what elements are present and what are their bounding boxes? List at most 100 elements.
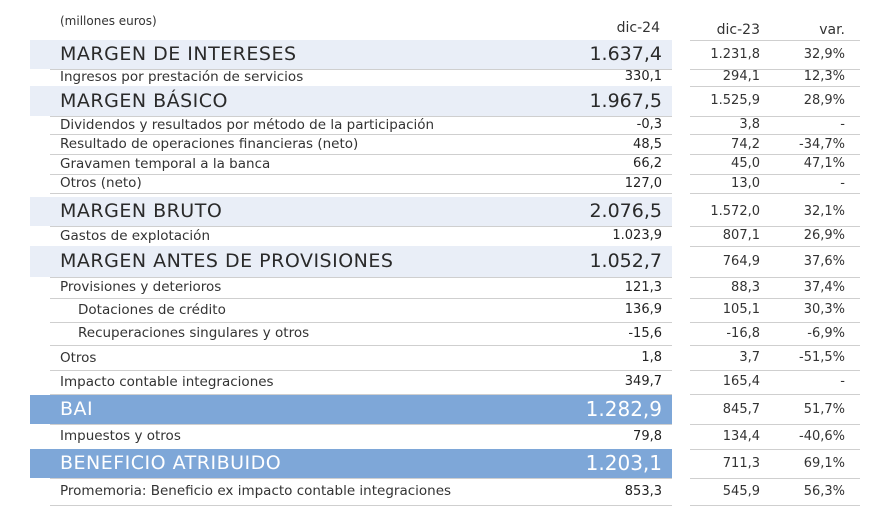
row-divider [50,478,672,479]
value-var: 28,9% [803,93,845,108]
value-dic24: 349,7 [624,374,662,389]
table-row: BENEFICIO ATRIBUIDO 1.203,1 711,3 69,1% [0,449,883,478]
value-dic23: 105,1 [722,302,760,317]
row-label: MARGEN DE INTERESES [60,43,297,65]
row-divider [690,134,860,135]
row-divider [690,370,860,371]
row-divider [690,322,860,323]
value-dic23: 711,3 [722,456,760,471]
row-divider [690,424,860,425]
value-var: -40,6% [799,429,845,444]
value-dic23: 3,8 [739,117,760,132]
row-divider [50,370,672,371]
row-label: Dotaciones de crédito [78,302,226,318]
row-divider [50,226,672,227]
table-row: Gastos de explotación 1.023,9 807,1 26,9% [0,226,883,246]
row-label: BENEFICIO ATRIBUIDO [60,452,282,474]
row-label: Resultado de operaciones financieras (ne… [60,136,359,152]
row-divider [50,424,672,425]
value-var: 30,3% [803,302,845,317]
row-divider [50,134,672,135]
row-divider [50,174,672,175]
row-divider [50,116,672,117]
row-divider [50,193,672,194]
value-dic23: 74,2 [731,137,760,152]
row-label: MARGEN ANTES DE PROVISIONES [60,250,394,272]
table-row: Gravamen temporal a la banca 66,2 45,0 47,1… [0,154,883,174]
table-row: Impacto contable integraciones 349,7 165,4… [0,370,883,394]
table-header: (millones euros) dic-24 dic-23 var. [0,0,883,40]
row-label: MARGEN BRUTO [60,200,223,222]
value-dic24: 1.023,9 [612,228,662,243]
row-highlight-band [30,449,672,478]
header-divider [690,40,860,41]
value-var: 12,3% [803,69,845,84]
value-var: - [840,176,845,191]
table-row: Provisiones y deterioros 121,3 88,3 37,4% [0,277,883,298]
table-row: Promemoria: Beneficio ex impacto contabl… [0,478,883,505]
value-dic24: 1,8 [641,350,662,365]
row-label: Recuperaciones singulares y otros [78,325,310,341]
value-dic23: 845,7 [722,402,760,417]
units-label: (millones euros) [60,14,157,28]
value-dic24: 2.076,5 [589,200,662,222]
value-var: -51,5% [799,350,845,365]
row-highlight-band [30,395,672,424]
table-row: Otros 1,8 3,7 -51,5% [0,346,883,370]
row-highlight-band [30,246,672,277]
value-dic24: 121,3 [624,280,662,295]
value-dic24: 136,9 [624,302,662,317]
value-var: 37,6% [803,254,845,269]
value-dic23: 134,4 [722,429,760,444]
value-dic23: 1.231,8 [710,47,760,62]
value-dic23: 13,0 [731,176,760,191]
value-dic23: 3,7 [739,350,760,365]
row-highlight-band [30,197,672,226]
row-label: Gastos de explotación [60,228,211,244]
row-divider [50,298,672,299]
column-header-dic24: dic-24 [616,20,660,36]
row-label: Otros (neto) [60,175,142,191]
value-var: 32,1% [803,204,845,219]
value-var: 47,1% [803,156,845,171]
row-label: Otros [60,350,97,366]
value-dic23: 764,9 [722,254,760,269]
table-row: Impuestos y otros 79,8 134,4 -40,6% [0,424,883,449]
row-divider [690,394,860,395]
row-label: Gravamen temporal a la banca [60,156,271,172]
value-dic24: 79,8 [633,429,662,444]
value-dic24: 1.967,5 [589,90,662,112]
table-row: Ingresos por prestación de servicios 330,… [0,68,883,86]
row-divider [690,246,860,247]
value-dic24: -15,6 [628,326,662,341]
value-var: - [840,117,845,132]
column-header-var: var. [819,22,845,38]
value-dic23: 165,4 [722,374,760,389]
value-var: 37,4% [803,280,845,295]
row-divider [690,174,860,175]
value-dic24: 48,5 [633,137,662,152]
row-divider [690,154,860,155]
row-divider [690,226,860,227]
row-label: Impuestos y otros [60,428,181,444]
row-divider [50,394,672,395]
column-header-dic23: dic-23 [716,22,760,38]
table-row: MARGEN BÁSICO 1.967,5 1.525,9 28,9% [0,86,883,116]
table-row: MARGEN DE INTERESES 1.637,4 1.231,8 32,9% [0,40,883,69]
value-dic24: 1.282,9 [585,397,662,421]
table-row: Resultado de operaciones financieras (ne… [0,135,883,154]
row-divider [690,298,860,299]
value-var: 69,1% [803,456,845,471]
value-dic24: 1.637,4 [589,43,662,65]
table-row: MARGEN BRUTO 2.076,5 1.572,0 32,1% [0,197,883,226]
row-label: MARGEN BÁSICO [60,90,228,112]
value-dic24: -0,3 [636,117,662,132]
row-divider [690,277,860,278]
row-divider [50,277,672,278]
row-divider [690,193,860,194]
row-divider [690,86,860,87]
value-var: -34,7% [799,137,845,152]
value-dic24: 127,0 [624,176,662,191]
table-row: MARGEN ANTES DE PROVISIONES 1.052,7 764,9 3… [0,246,883,277]
